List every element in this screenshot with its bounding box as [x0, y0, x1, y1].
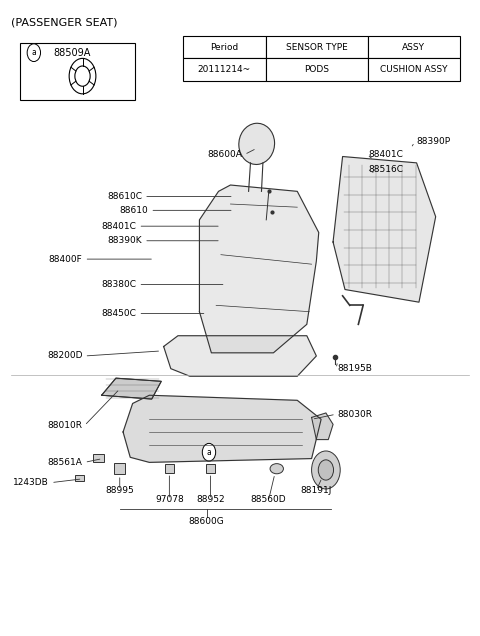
Text: SENSOR TYPE: SENSOR TYPE	[286, 43, 348, 52]
Polygon shape	[102, 378, 161, 399]
Bar	[93, 454, 104, 462]
Bar	[21, 43, 135, 100]
Bar	[368, 59, 459, 81]
Text: 88952: 88952	[196, 495, 225, 504]
Text: 88516C: 88516C	[369, 165, 404, 174]
Text: 88191J: 88191J	[300, 486, 332, 495]
Text: (PASSENGER SEAT): (PASSENGER SEAT)	[11, 17, 118, 27]
Text: 88400F: 88400F	[49, 254, 83, 263]
Circle shape	[202, 443, 216, 461]
Text: 1243DB: 1243DB	[13, 478, 49, 487]
Text: CUSHION ASSY: CUSHION ASSY	[380, 65, 448, 74]
Text: 97078: 97078	[155, 495, 184, 504]
Text: 88030R: 88030R	[338, 410, 373, 418]
Polygon shape	[312, 413, 333, 439]
Bar	[183, 59, 266, 81]
Text: 88401C: 88401C	[102, 222, 136, 231]
Text: a: a	[206, 448, 211, 457]
Polygon shape	[199, 185, 319, 353]
Text: PODS: PODS	[304, 65, 329, 74]
Polygon shape	[333, 156, 436, 302]
Text: 88995: 88995	[106, 486, 134, 495]
Circle shape	[27, 44, 40, 62]
Text: 88010R: 88010R	[48, 421, 83, 430]
Text: ASSY: ASSY	[402, 43, 425, 52]
Text: 88600G: 88600G	[189, 518, 225, 527]
Text: 88401C: 88401C	[369, 150, 404, 159]
Bar	[266, 36, 368, 59]
Ellipse shape	[270, 464, 283, 474]
Bar	[165, 464, 174, 473]
Bar	[183, 36, 266, 59]
Text: 88610C: 88610C	[107, 192, 142, 201]
Polygon shape	[164, 336, 316, 377]
Ellipse shape	[239, 123, 275, 165]
Text: 88390P: 88390P	[417, 137, 451, 146]
Polygon shape	[123, 395, 321, 462]
Text: a: a	[32, 48, 36, 57]
Bar	[368, 36, 459, 59]
Text: 88600A: 88600A	[207, 150, 242, 159]
Bar	[266, 59, 368, 81]
Text: 88195B: 88195B	[338, 364, 372, 373]
Bar	[75, 475, 84, 481]
Text: 88200D: 88200D	[47, 352, 83, 361]
Text: 88380C: 88380C	[101, 280, 136, 289]
Bar	[114, 463, 125, 474]
Text: Period: Period	[210, 43, 239, 52]
Bar	[205, 464, 215, 473]
Circle shape	[312, 451, 340, 489]
Text: 20111214~: 20111214~	[198, 65, 251, 74]
Text: 88561A: 88561A	[48, 458, 83, 467]
Circle shape	[318, 460, 334, 480]
Text: 88560D: 88560D	[251, 495, 287, 504]
Text: 88450C: 88450C	[102, 309, 136, 318]
Text: 88610: 88610	[120, 206, 148, 215]
Text: 88390K: 88390K	[108, 236, 142, 245]
Text: 88509A: 88509A	[53, 48, 90, 58]
